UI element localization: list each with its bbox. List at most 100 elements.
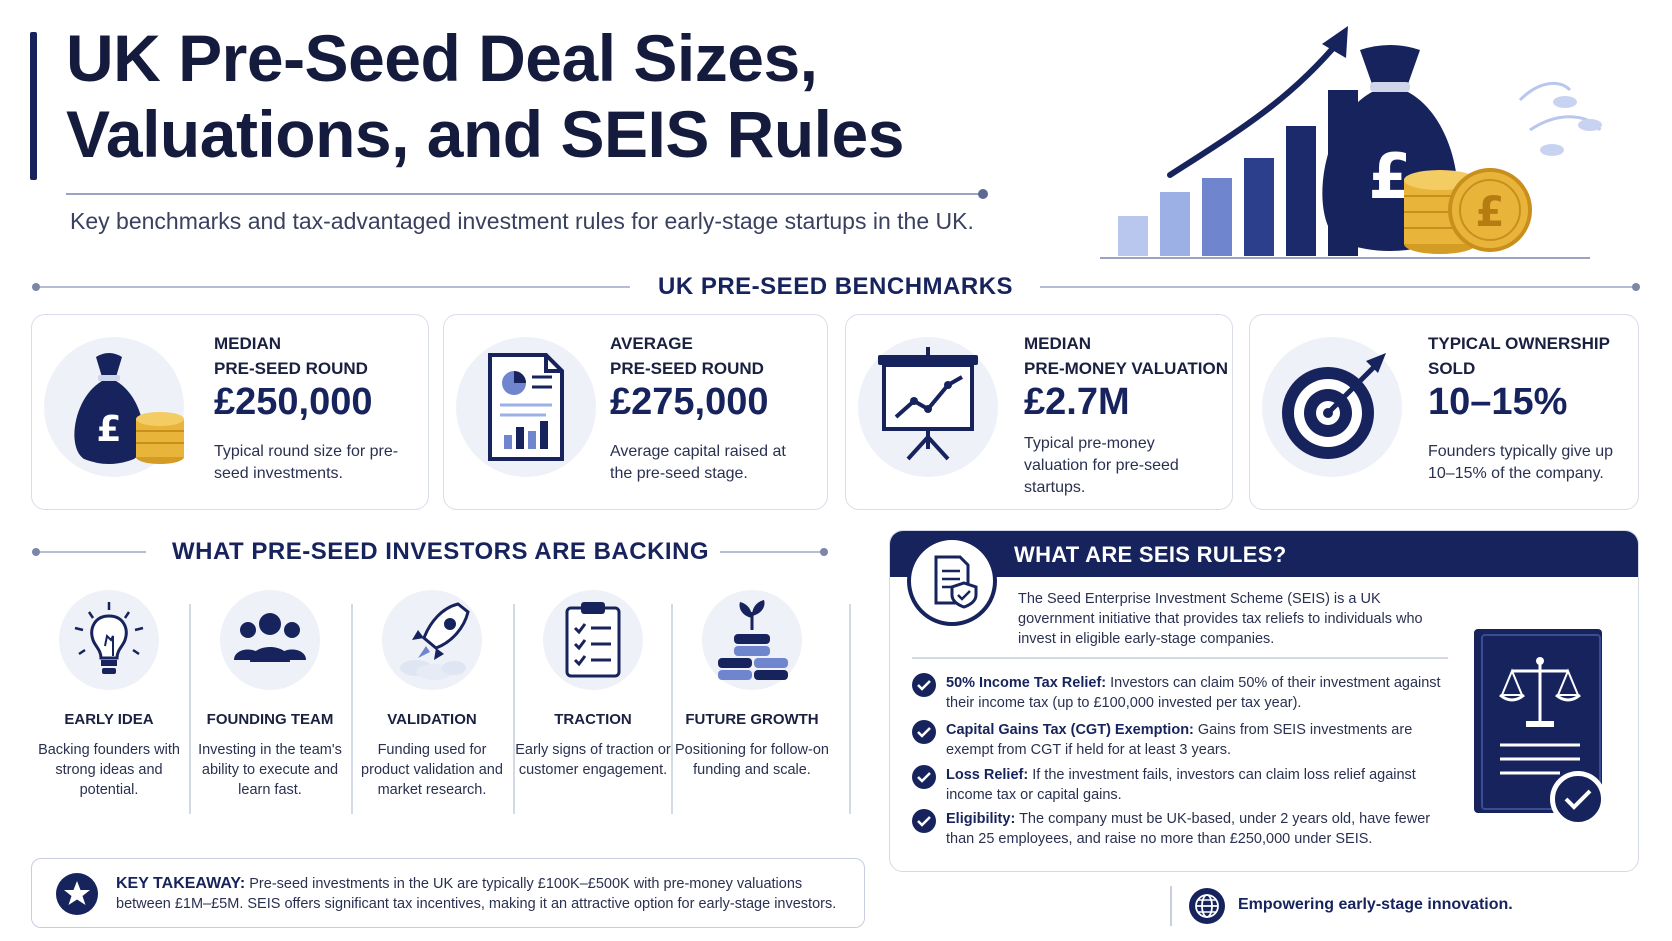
seis-divider (912, 657, 1448, 659)
backing-icon-bg (382, 590, 482, 690)
key-takeaway-text: KEY TAKEAWAY: Pre-seed investments in th… (116, 874, 856, 914)
backing-item-title: EARLY IDEA (64, 711, 154, 728)
benchmark-label: MEDIAN PRE-SEED ROUND (214, 334, 368, 378)
report-chart-icon (488, 353, 564, 461)
benchmark-label: TYPICAL OWNERSHIP SOLD (1428, 334, 1610, 378)
coin-stacks-icon (718, 600, 788, 680)
backing-item-title: FUTURE GROWTH (685, 711, 819, 728)
title-divider-dot (978, 189, 988, 199)
seis-rule-title: Eligibility: (946, 811, 1016, 827)
seis-header-bar (890, 531, 1638, 577)
benchmarks-rule-right (1040, 286, 1638, 288)
benchmark-card-ownership-sold: TYPICAL OWNERSHIP SOLD 10–15% Founders t… (1249, 314, 1639, 510)
globe-icon (1189, 888, 1225, 924)
backing-separator (849, 604, 851, 814)
seis-rule-body: The company must be UK-based, under 2 ye… (946, 811, 1431, 847)
benchmark-icon-bg (1262, 337, 1402, 477)
backing-separator (189, 604, 191, 814)
check-circle-icon (912, 673, 936, 697)
backing-item-founding-team: FOUNDING TEAM Investing in the team's ab… (190, 590, 350, 818)
backing-rule-left (36, 551, 146, 553)
shield-document-icon (907, 536, 997, 626)
benchmark-value: £250,000 (214, 381, 373, 423)
title-accent-bar (30, 32, 37, 180)
benchmark-label: MEDIAN PRE-MONEY VALUATION (1024, 334, 1229, 378)
svg-text:£: £ (96, 409, 121, 450)
backing-icon-bg (220, 590, 320, 690)
seis-rule-text: Loss Relief: If the investment fails, in… (946, 765, 1446, 805)
key-takeaway-box: KEY TAKEAWAY: Pre-seed investments in th… (31, 858, 865, 928)
backing-item-description: Early signs of traction or customer enga… (515, 742, 671, 778)
footer-separator (1170, 886, 1172, 926)
backing-item-validation: VALIDATION Funding used for product vali… (352, 590, 512, 818)
law-book-scales-icon (1474, 629, 1606, 827)
backing-item-description: Investing in the team's ability to execu… (198, 742, 342, 798)
seis-rule-body: Gains from SEIS investments are exempt f… (946, 722, 1413, 758)
benchmark-description: Typical pre-money valuation for pre-seed… (1024, 435, 1179, 496)
benchmark-value: £2.7M (1024, 381, 1130, 423)
backing-icon-bg (543, 590, 643, 690)
benchmarks-rule-dot-right (1632, 283, 1640, 291)
seis-rule-title: Capital Gains Tax (CGT) Exemption: (946, 722, 1194, 738)
backing-separator (513, 604, 515, 814)
clipboard-icon (565, 602, 621, 678)
seis-rule-text: Capital Gains Tax (CGT) Exemption: Gains… (946, 720, 1446, 760)
backing-item-early-idea: EARLY IDEA Backing founders with strong … (29, 590, 189, 818)
benchmarks-rule-dot-left (32, 283, 40, 291)
seis-heading: WHAT ARE SEIS RULES? (1014, 542, 1287, 567)
benchmarks-heading: UK PRE-SEED BENCHMARKS (658, 273, 1014, 300)
growth-chart-money-bag-illustration: £ £ (1100, 26, 1602, 259)
benchmark-card-average-round: AVERAGE PRE-SEED ROUND £275,000 Average … (443, 314, 828, 510)
backing-rule-right (720, 551, 826, 553)
benchmark-icon-bg (456, 337, 596, 477)
check-circle-icon (912, 809, 936, 833)
page-subtitle: Key benchmarks and tax-advantaged invest… (70, 208, 974, 234)
star-icon (56, 873, 98, 915)
benchmark-card-pre-money-valuation: MEDIAN PRE-MONEY VALUATION £2.7M Typical… (845, 314, 1233, 510)
backing-item-traction: TRACTION Early signs of traction or cust… (513, 590, 673, 818)
backing-item-title: FOUNDING TEAM (206, 711, 334, 728)
benchmark-icon-bg: £ (44, 337, 184, 477)
team-icon (234, 613, 306, 662)
key-takeaway-body: Pre-seed investments in the UK are typic… (116, 876, 837, 912)
seis-rule-body: Investors can claim 50% of their investm… (946, 675, 1441, 711)
benchmark-value: £275,000 (610, 381, 769, 423)
rocket-icon (400, 602, 470, 680)
svg-text:£: £ (1475, 187, 1504, 236)
backing-heading: WHAT PRE-SEED INVESTORS ARE BACKING (172, 538, 710, 565)
lightbulb-icon (74, 602, 144, 674)
backing-separator (351, 604, 353, 814)
money-bag-icon: £ (74, 353, 184, 464)
benchmark-icon-bg (858, 337, 998, 477)
benchmarks-rule-left (36, 286, 630, 288)
benchmark-description: Average capital raised at the pre-seed s… (610, 443, 786, 482)
backing-item-description: Backing founders with strong ideas and p… (38, 742, 180, 798)
title-divider (66, 193, 984, 195)
backing-item-description: Funding used for product validation and … (361, 742, 503, 798)
benchmark-description: Typical round size for pre-seed investme… (214, 443, 399, 482)
seis-rule-body: If the investment fails, investors can c… (946, 767, 1416, 803)
backing-icon-bg (702, 590, 802, 690)
benchmark-value: 10–15% (1428, 381, 1568, 423)
benchmark-label: AVERAGE PRE-SEED ROUND (610, 334, 764, 378)
key-takeaway-label: KEY TAKEAWAY: (116, 875, 246, 892)
seis-rules-panel: WHAT ARE SEIS RULES? The Seed Enterprise… (889, 530, 1639, 872)
backing-item-title: VALIDATION (387, 711, 477, 728)
benchmark-card-median-round: £ MEDIAN PRE-SEED ROUND £250,000 Typical… (31, 314, 429, 510)
backing-item-description: Positioning for follow-on funding and sc… (675, 742, 829, 778)
seis-intro-text: The Seed Enterprise Investment Scheme (S… (1018, 591, 1423, 647)
backing-rule-dot-right (820, 548, 828, 556)
benchmark-description: Founders typically give up 10–15% of the… (1428, 443, 1613, 482)
seis-rule-title: 50% Income Tax Relief: (946, 675, 1107, 691)
check-circle-icon (912, 720, 936, 744)
target-icon (1282, 353, 1386, 459)
footer-tagline: Empowering early-stage innovation. (1238, 896, 1513, 913)
page-title: UK Pre-Seed Deal Sizes, Valuations, and … (66, 21, 904, 171)
backing-item-title: TRACTION (554, 711, 632, 728)
backing-rule-dot-left (32, 548, 40, 556)
seis-rule-text: Eligibility: The company must be UK-base… (946, 809, 1446, 849)
backing-item-future-growth: FUTURE GROWTH Positioning for follow-on … (672, 590, 832, 818)
seis-rule-title: Loss Relief: (946, 767, 1029, 783)
presentation-board-icon (878, 347, 978, 461)
backing-icon-bg (59, 590, 159, 690)
